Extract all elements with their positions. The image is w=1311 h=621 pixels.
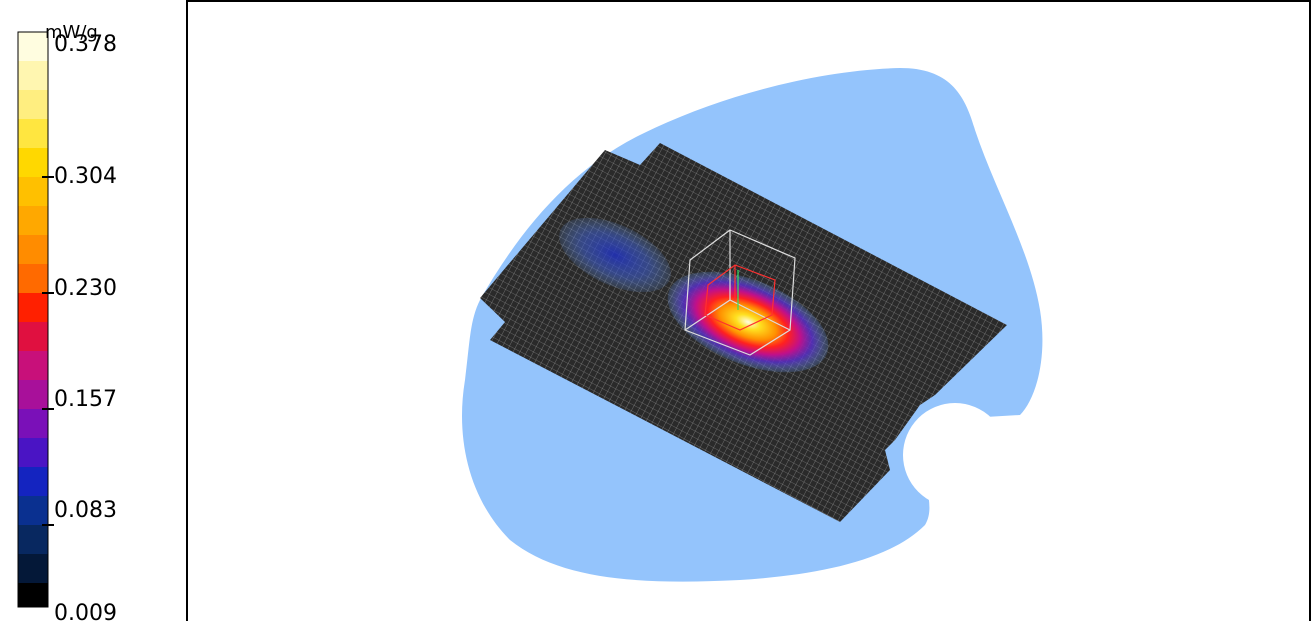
scale-label: 0.378 bbox=[54, 32, 117, 57]
scale-label: 0.083 bbox=[54, 498, 117, 523]
unit-label: mW/g bbox=[45, 22, 98, 43]
phantom-notch bbox=[903, 403, 1007, 507]
scale-label: 0.304 bbox=[54, 164, 117, 189]
scale-label: 0.230 bbox=[54, 276, 117, 301]
hot-spot bbox=[667, 271, 829, 373]
secondary-spot bbox=[559, 217, 671, 293]
scale-label: 0.157 bbox=[54, 387, 117, 412]
scale-label: 0.009 bbox=[54, 601, 117, 621]
color-scale bbox=[17, 31, 54, 608]
zoom-cube bbox=[684, 229, 796, 356]
